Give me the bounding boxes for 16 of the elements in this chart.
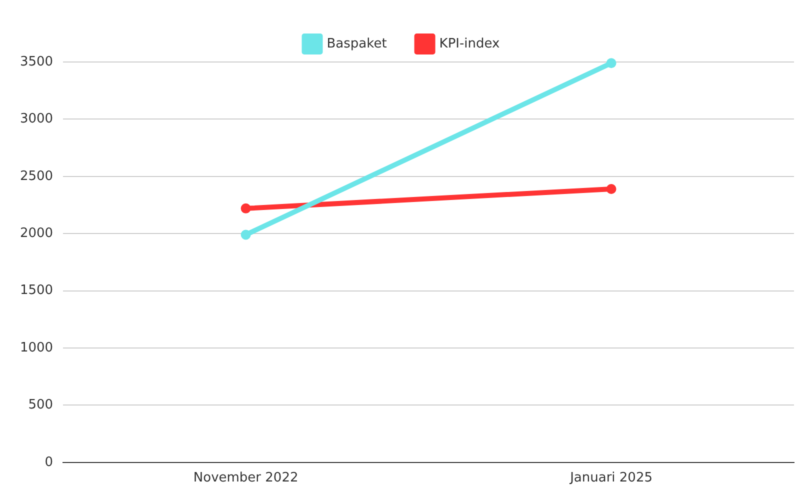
- y-tick-label: 0: [44, 454, 54, 470]
- x-tick-label: Januari 2025: [569, 470, 652, 486]
- y-tick-label: 1500: [20, 283, 54, 298]
- y-tick-label: 3000: [20, 112, 54, 127]
- y-tick-label: 2000: [20, 226, 54, 241]
- point: [240, 230, 251, 240]
- y-tick-label: 2500: [20, 168, 54, 184]
- point: [240, 203, 251, 214]
- y-tick-label: 500: [28, 398, 54, 413]
- x-tick-label: November 2022: [193, 470, 298, 486]
- legend-label: KPI-index: [439, 36, 500, 52]
- legend-label: Baspaket: [326, 36, 387, 52]
- y-tick-label: 1000: [20, 340, 54, 356]
- point: [606, 58, 616, 68]
- y-tick-label: 3500: [20, 54, 54, 70]
- point: [606, 184, 616, 194]
